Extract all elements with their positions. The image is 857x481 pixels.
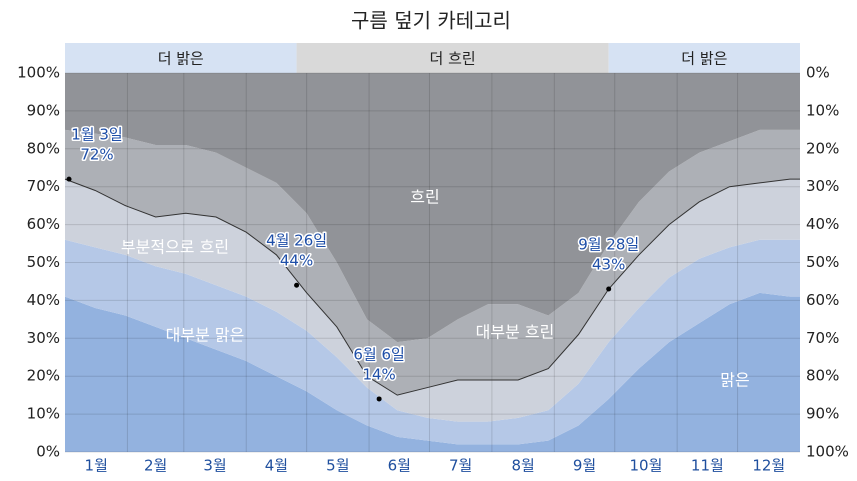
season-label: 더 밝은 xyxy=(158,50,204,68)
area-label: 대부분 맑은 xyxy=(166,326,245,345)
y-tick-label: 0% xyxy=(36,443,60,461)
area xyxy=(65,73,800,343)
chart-title: 구름 덮기 카테고리 xyxy=(351,9,511,33)
y-tick-label: 20% xyxy=(27,367,60,385)
area-label: 맑은 xyxy=(720,371,749,390)
y2-tick-label: 40% xyxy=(806,215,839,233)
x-tick-label: 8월 xyxy=(511,457,534,475)
season-band xyxy=(296,43,609,73)
annotation-dot xyxy=(376,396,382,402)
season-band xyxy=(608,43,800,73)
annotation-date: 1월 3일 xyxy=(71,126,122,144)
y2-tick-label: 90% xyxy=(806,405,839,423)
x-tick-label: 7월 xyxy=(449,457,472,475)
y-tick-label: 10% xyxy=(27,405,60,423)
y2-tick-label: 10% xyxy=(806,101,839,119)
y2-tick-label: 0% xyxy=(806,64,830,82)
x-tick-label: 6월 xyxy=(388,457,411,475)
y-tick-label: 100% xyxy=(17,64,60,82)
annotation-date: 9월 28일 xyxy=(578,236,639,254)
x-tick-label: 2월 xyxy=(144,457,167,475)
boundary-line xyxy=(64,178,800,396)
x-tick-label: 10월 xyxy=(630,457,663,475)
annotation-value: 44% xyxy=(280,252,313,270)
season-band xyxy=(65,43,297,73)
y2-tick-label: 100% xyxy=(806,443,849,461)
area xyxy=(65,179,800,422)
y-tick-label: 30% xyxy=(27,329,60,347)
area-label: 대부분 흐린 xyxy=(476,323,555,342)
y-tick-label: 60% xyxy=(27,215,60,233)
area xyxy=(65,239,800,445)
area-label: 부분적으로 흐린 xyxy=(121,238,229,257)
annotation-value: 14% xyxy=(362,365,395,383)
x-tick-label: 12월 xyxy=(752,457,785,475)
season-label: 더 밝은 xyxy=(681,50,727,68)
area xyxy=(65,292,800,452)
y2-tick-label: 60% xyxy=(806,291,839,309)
annotation-dot xyxy=(294,282,300,288)
y2-tick-label: 20% xyxy=(806,139,839,157)
y-tick-label: 50% xyxy=(27,253,60,271)
x-tick-label: 1월 xyxy=(85,457,108,475)
annotation-value: 72% xyxy=(80,146,113,164)
season-label: 더 흐린 xyxy=(430,50,476,68)
annotation-dot xyxy=(606,286,612,292)
x-tick-label: 11월 xyxy=(691,457,724,475)
annotation-dot xyxy=(66,176,72,182)
y2-tick-label: 30% xyxy=(806,177,839,195)
y2-tick-label: 70% xyxy=(806,329,839,347)
annotation-value: 43% xyxy=(592,256,625,274)
area xyxy=(65,129,800,396)
x-tick-label: 9월 xyxy=(573,457,596,475)
y-tick-label: 70% xyxy=(27,177,60,195)
annotation-date: 4월 26일 xyxy=(266,232,327,250)
area-label: 흐린 xyxy=(410,188,439,207)
y-tick-label: 80% xyxy=(27,139,60,157)
annotation-date: 6월 6일 xyxy=(353,345,404,363)
x-tick-label: 4월 xyxy=(265,457,288,475)
y2-tick-label: 80% xyxy=(806,367,839,385)
y2-tick-label: 50% xyxy=(806,253,839,271)
y-tick-label: 40% xyxy=(27,291,60,309)
x-tick-label: 5월 xyxy=(326,457,349,475)
y-tick-label: 90% xyxy=(27,101,60,119)
x-tick-label: 3월 xyxy=(203,457,226,475)
